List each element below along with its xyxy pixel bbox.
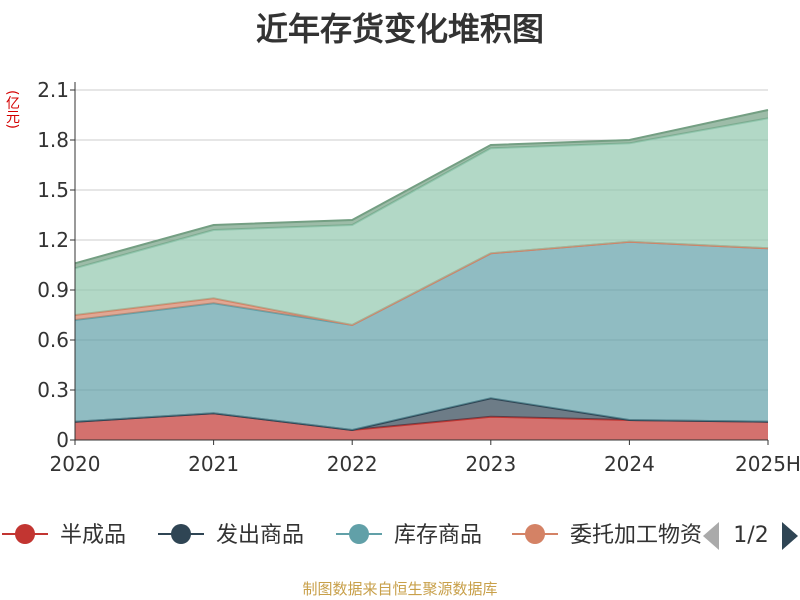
x-tick-label: 2023 <box>465 452 516 476</box>
area-series-4 <box>75 118 768 325</box>
y-tick-label: 0.3 <box>37 378 69 402</box>
y-tick-label: 0.6 <box>37 328 69 352</box>
legend-next-arrow-icon[interactable] <box>782 522 798 550</box>
x-tick-label: 2021 <box>188 452 239 476</box>
area-series-2 <box>75 241 768 430</box>
x-tick-label: 2024 <box>604 452 655 476</box>
y-tick-label: 1.2 <box>37 228 69 252</box>
y-tick-label: 1.5 <box>37 178 69 202</box>
area-series-5 <box>75 110 768 269</box>
legend-marker <box>525 524 545 544</box>
y-tick-label: 0.9 <box>37 278 69 302</box>
legend-item-0[interactable]: 半成品 <box>60 523 126 548</box>
y-tick-label: 1.8 <box>37 128 69 152</box>
y-tick-label: 2.1 <box>37 78 69 102</box>
y-axis-unit: (亿元) <box>4 90 20 129</box>
x-tick-label: 2022 <box>327 452 378 476</box>
legend-prev-arrow-icon[interactable] <box>703 522 719 550</box>
source-footer: 制图数据来自恒生聚源数据库 <box>302 580 498 598</box>
series-line-5 <box>74 109 769 265</box>
x-tick-label: 2020 <box>50 452 101 476</box>
legend-marker <box>15 524 35 544</box>
chart-title: 近年存货变化堆积图 <box>255 10 544 48</box>
y-tick-label: 0 <box>56 428 69 452</box>
x-tick-label: 2025H <box>735 452 800 476</box>
legend-item-2[interactable]: 库存商品 <box>394 523 482 548</box>
legend-item-3[interactable]: 委托加工物资 <box>570 523 702 548</box>
legend-page-indicator: 1/2 <box>733 523 768 548</box>
legend-marker <box>171 524 191 544</box>
legend-item-1[interactable]: 发出商品 <box>216 523 304 548</box>
legend-marker <box>349 524 369 544</box>
